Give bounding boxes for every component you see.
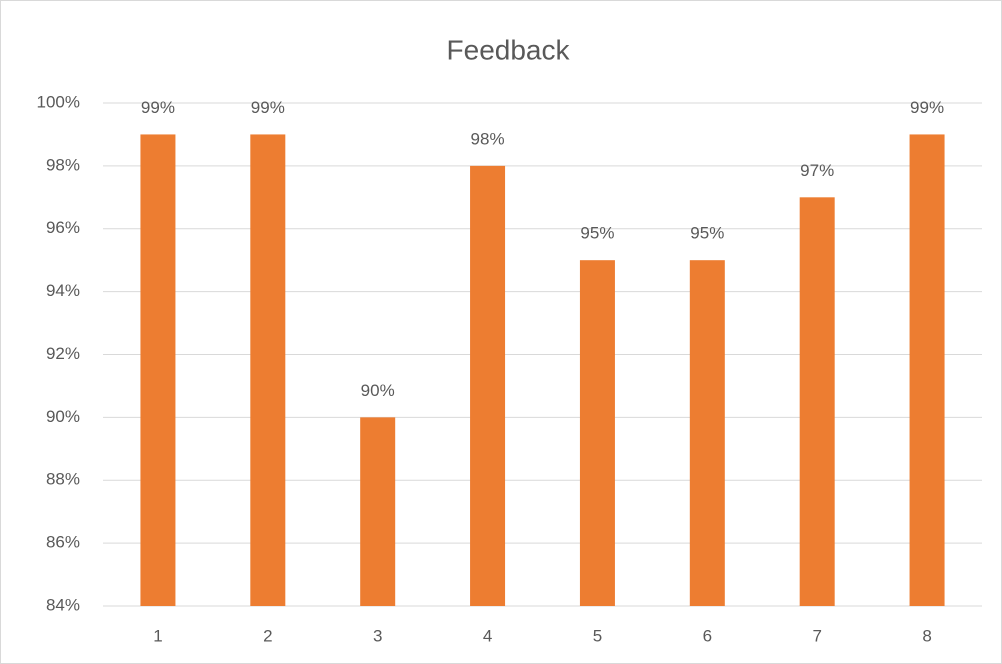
data-label: 99%	[910, 98, 944, 117]
data-label: 97%	[800, 161, 834, 180]
x-tick-label: 8	[922, 626, 931, 645]
data-label: 99%	[141, 98, 175, 117]
bar	[470, 165, 506, 606]
bar	[579, 260, 615, 606]
bar	[250, 134, 286, 606]
bar	[689, 260, 725, 606]
y-tick-label: 90%	[46, 407, 80, 426]
bar	[360, 417, 396, 606]
data-label: 95%	[580, 224, 614, 243]
data-label: 99%	[251, 98, 285, 117]
x-tick-label: 7	[812, 626, 821, 645]
y-tick-label: 84%	[46, 595, 80, 614]
x-tick-label: 5	[593, 626, 602, 645]
y-tick-label: 92%	[46, 344, 80, 363]
bar	[909, 134, 945, 606]
y-tick-label: 100%	[37, 92, 80, 111]
bar	[140, 134, 176, 606]
y-tick-label: 88%	[46, 470, 80, 489]
y-tick-label: 94%	[46, 281, 80, 300]
y-tick-label: 86%	[46, 533, 80, 552]
data-label: 90%	[361, 381, 395, 400]
x-tick-label: 2	[263, 626, 272, 645]
chart-title: Feedback	[447, 34, 571, 65]
x-tick-label: 6	[703, 626, 712, 645]
x-tick-label: 1	[153, 626, 162, 645]
y-tick-label: 96%	[46, 218, 80, 237]
data-label: 95%	[690, 224, 724, 243]
x-tick-label: 3	[373, 626, 382, 645]
data-label: 98%	[471, 129, 505, 148]
y-tick-label: 98%	[46, 155, 80, 174]
x-tick-label: 4	[483, 626, 492, 645]
bar	[799, 197, 835, 606]
